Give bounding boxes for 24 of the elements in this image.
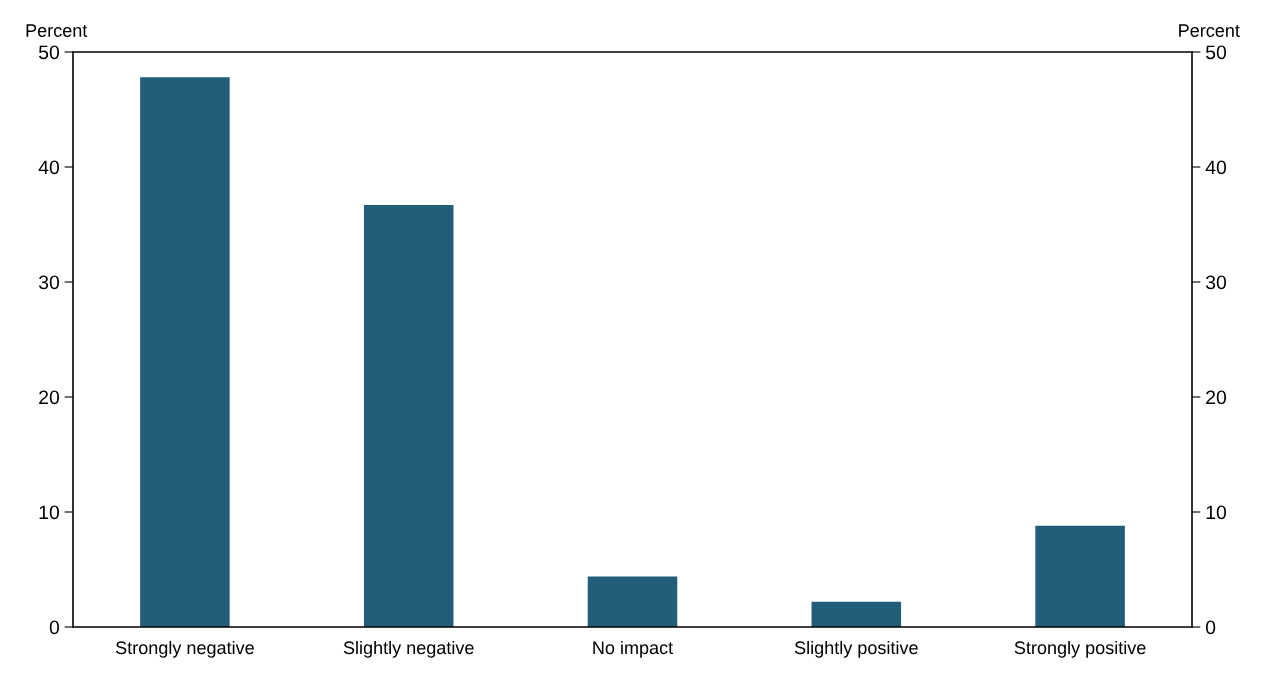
y2-tick-label: 50	[1205, 45, 1227, 60]
y2-tick-label: 20	[1206, 390, 1227, 405]
y-axis-title: Percent	[26, 24, 88, 37]
x-tick-label: Strongly negative	[115, 640, 254, 658]
bar	[1035, 525, 1125, 627]
x-tick-label: No impact	[593, 640, 674, 658]
y-tick-label: 20	[39, 390, 60, 405]
bar	[587, 576, 678, 627]
x-tick-label: Slightly positive	[794, 640, 918, 658]
bar	[363, 204, 454, 627]
y-tick-label: 30	[38, 275, 60, 290]
y-tick-label: 10	[39, 505, 60, 520]
y-tick-label: 0	[49, 620, 60, 635]
bar	[140, 77, 230, 627]
y-tick-label: 40	[38, 160, 60, 175]
x-tick-label: Slightly negative	[343, 640, 474, 658]
y2-axis-title: Percent	[1179, 24, 1240, 37]
y2-tick-label: 0	[1205, 620, 1216, 635]
y2-tick-label: 40	[1205, 160, 1227, 175]
x-tick-label: Strongly positive	[1014, 640, 1146, 658]
y-tick-label: 50	[38, 45, 60, 60]
y2-tick-label: 30	[1205, 275, 1227, 290]
y2-tick-label: 10	[1206, 505, 1227, 520]
bar	[811, 601, 902, 627]
